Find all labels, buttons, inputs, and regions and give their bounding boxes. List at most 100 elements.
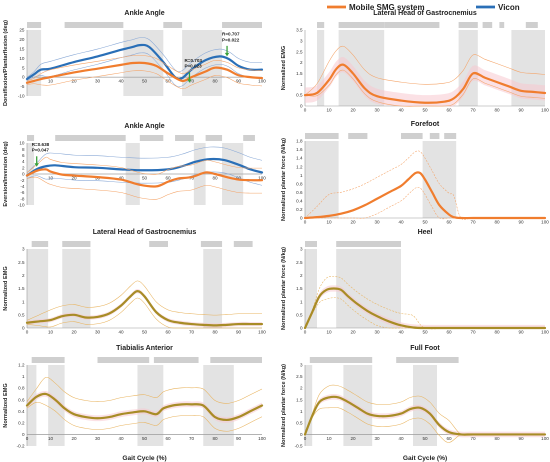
phase-bar (62, 241, 91, 247)
series-upper-band (26, 146, 263, 173)
x-tick-label: 50 (422, 436, 428, 441)
x-tick-label: 100 (541, 436, 549, 441)
x-tick-label: 90 (236, 79, 242, 84)
x-tick-label: 20 (350, 436, 356, 441)
y-tick-label: 1 (22, 374, 25, 379)
x-tick-label: 30 (374, 436, 380, 441)
phase-bar (317, 22, 325, 28)
x-tick-label: 80 (212, 436, 218, 441)
x-tick-label: 20 (71, 79, 77, 84)
x-tick-label: 90 (518, 436, 524, 441)
x-tick-label: 0 (304, 220, 307, 225)
y-tick-label: 0.6 (18, 397, 25, 402)
x-tick-label: 80 (212, 176, 218, 181)
y-tick-label: 1.5 (18, 286, 25, 291)
series-lower-band (304, 69, 546, 107)
y-tick-label: 1 (300, 173, 303, 178)
series-lower-band (26, 171, 263, 186)
series-line-mobile-smg (303, 63, 547, 104)
y-tick-label: -5 (20, 84, 25, 89)
y-tick-label: 0.8 (296, 181, 303, 186)
x-tick-label: 100 (258, 176, 266, 181)
series-upper-band (26, 37, 263, 78)
y-axis-label: Normalized plantar force (N/kg) (281, 364, 287, 447)
x-tick-label: 60 (446, 108, 452, 113)
phase-bar (175, 135, 194, 141)
x-tick-label: 50 (142, 436, 148, 441)
annotation-arrowhead (187, 79, 192, 83)
shaded-region (137, 365, 164, 446)
y-tick-label: 2.5 (18, 260, 25, 265)
phase-bar (429, 133, 440, 139)
x-tick-label: 0 (304, 108, 307, 113)
chart-panel-4: Forefoot 0 0.2 0.4 0.6 0.8 1 1.2 1.4 1.6 1.8 0 10 20 3… (281, 121, 549, 225)
shaded-region (305, 365, 313, 446)
y-tick-label: 0.6 (296, 190, 303, 195)
series-line-mobile-smg (303, 395, 547, 436)
x-tick-label: 50 (422, 330, 428, 335)
y-tick-label: 2 (300, 386, 303, 391)
x-tick-label: 80 (494, 220, 500, 225)
x-tick-label: 10 (326, 330, 332, 335)
y-tick-label: 1.4 (296, 156, 303, 161)
y-axis-label: Normalized EMG (3, 266, 9, 310)
y-axis-label: Eversion/Inversion (deg) (3, 141, 9, 206)
y-tick-label: 1.6 (296, 147, 303, 152)
x-tick-label: 100 (541, 220, 549, 225)
phase-bar (64, 22, 124, 28)
x-tick-label: 70 (470, 436, 476, 441)
y-tick-label: -10 (18, 94, 25, 99)
phase-bar (444, 133, 457, 139)
x-tick-label: 10 (48, 330, 54, 335)
x-tick-label: 100 (258, 436, 266, 441)
x-tick-label: 0 (304, 330, 307, 335)
x-tick-label: 10 (48, 79, 54, 84)
phase-bar (499, 22, 505, 28)
x-tick-label: 60 (446, 330, 452, 335)
y-tick-label: -2 (20, 178, 25, 183)
legend-label-mobile-smg: Mobile SMG system (349, 3, 425, 12)
y-tick-label: 2 (22, 165, 25, 170)
y-tick-label: 10 (19, 56, 25, 61)
x-tick-label: 70 (189, 330, 195, 335)
series-line-mobile-smg (25, 392, 264, 422)
shaded-region (27, 30, 42, 96)
y-tick-label: 1 (300, 409, 303, 414)
x-tick-label: 10 (48, 436, 54, 441)
y-tick-label: 0 (22, 75, 25, 80)
x-tick-label: 100 (258, 79, 266, 84)
y-tick-label: 2.5 (296, 49, 303, 54)
y-tick-label: 1.2 (296, 164, 303, 169)
y-tick-label: 1 (300, 299, 303, 304)
x-tick-label: 40 (118, 176, 124, 181)
x-tick-label: 30 (374, 330, 380, 335)
y-tick-label: 0 (300, 216, 303, 221)
x-tick-label: 40 (118, 330, 124, 335)
y-axis-label: Normalized EMG (3, 383, 9, 427)
x-tick-label: 100 (541, 108, 549, 113)
y-tick-label: 1.5 (296, 71, 303, 76)
x-tick-label: 0 (304, 436, 307, 441)
chart-panel-7: Tiabialis Anterior-0.200.20.40.60.811.20… (3, 345, 266, 462)
shaded-region (305, 141, 339, 218)
y-tick-label: -0.5 (295, 444, 303, 449)
series-lower-band (26, 176, 263, 200)
legend-label-vicon: Vicon (498, 3, 520, 12)
y-tick-label: 0 (300, 432, 303, 437)
phase-bar (97, 357, 150, 363)
x-tick-label: 20 (350, 330, 356, 335)
annotation-text: P=0.023 (184, 64, 202, 69)
annotation-text: R=0.703 (184, 58, 202, 63)
y-tick-label: 2 (300, 60, 303, 65)
chart-title: Forefoot (411, 121, 440, 128)
phase-bar (27, 135, 35, 141)
phase-bar (149, 241, 168, 247)
phase-bar (153, 357, 199, 363)
shaded-region (317, 30, 325, 106)
series-band-fill (27, 390, 262, 423)
y-tick-label: 1 (300, 82, 303, 87)
